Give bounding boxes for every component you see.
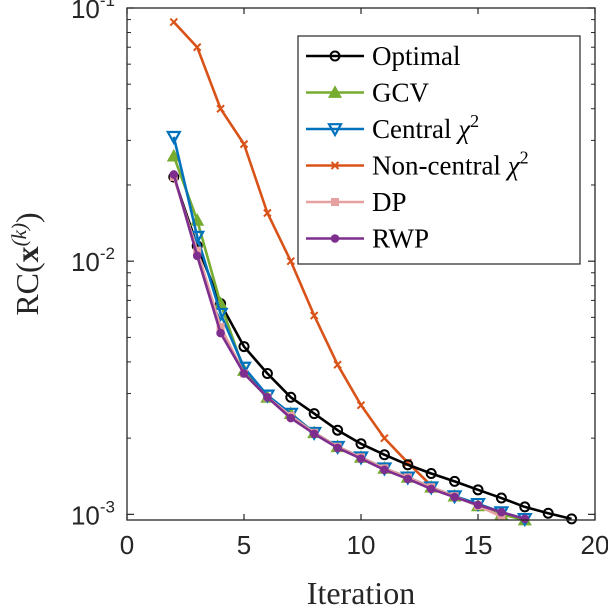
legend-marker	[327, 85, 343, 98]
data-point	[192, 251, 202, 261]
series-line	[172, 174, 526, 521]
data-point	[566, 513, 578, 525]
series-1	[168, 171, 578, 525]
legend-item-4: Non-central χ2	[306, 148, 529, 181]
legend-item-2: GCV	[306, 78, 430, 108]
data-point	[216, 104, 225, 113]
data-point	[450, 492, 459, 502]
data-point	[378, 449, 390, 461]
data-point	[309, 311, 319, 320]
data-point	[333, 443, 342, 453]
data-point	[286, 256, 296, 266]
data-point	[472, 484, 484, 496]
data-point	[380, 433, 389, 443]
data-point	[333, 360, 342, 369]
legend-item-1: Optimal	[306, 41, 461, 71]
data-point	[355, 438, 367, 450]
y-tick-label: 10-3	[71, 497, 115, 530]
data-point	[169, 17, 179, 27]
x-axis-label: Iteration	[307, 575, 415, 610]
data-point	[309, 429, 319, 439]
series-6	[169, 170, 530, 524]
data-point	[192, 43, 202, 52]
y-tick-label: 10-1	[71, 0, 115, 24]
data-point	[169, 170, 179, 179]
data-point	[356, 454, 366, 463]
legend-label: RWP	[372, 224, 429, 254]
y-tick-label: 10-2	[71, 244, 115, 277]
legend-label: DP	[372, 187, 407, 217]
data-point	[332, 424, 344, 436]
data-point	[402, 459, 414, 471]
data-point	[426, 484, 436, 494]
data-point	[449, 475, 461, 487]
series-line	[172, 21, 433, 487]
data-point	[216, 328, 225, 338]
legend-marker	[331, 198, 339, 206]
data-point	[425, 468, 437, 480]
data-point	[403, 474, 413, 484]
data-point	[239, 369, 249, 378]
data-point	[497, 507, 506, 517]
data-point	[380, 465, 389, 475]
legend-box	[297, 35, 581, 265]
y-axis-label: RC(x(k))	[7, 212, 45, 315]
data-point	[286, 413, 296, 423]
axes-layer: 0 5 10 15 20 10-3 10-2 10-1 Iteration RC(x(k))	[7, 0, 608, 610]
data-point	[308, 408, 320, 420]
legend-marker	[329, 50, 341, 62]
data-point	[166, 148, 181, 162]
series-layer	[165, 17, 578, 528]
data-point	[261, 368, 273, 380]
x-tick-label: 10	[347, 530, 376, 560]
data-point	[239, 139, 249, 149]
x-tick-label: 5	[237, 530, 251, 560]
data-point	[542, 507, 554, 519]
x-tick-label: 20	[581, 530, 608, 560]
legend-marker	[327, 123, 343, 138]
data-point	[519, 501, 531, 513]
data-point	[165, 130, 182, 146]
legend-item-3: Central χ2	[306, 111, 479, 144]
data-point	[356, 400, 366, 410]
data-point	[238, 341, 250, 353]
legend-label: GCV	[372, 78, 430, 108]
x-tick-label: 15	[464, 530, 493, 560]
legend-item-5: DP	[306, 187, 407, 217]
data-point	[495, 492, 507, 504]
legend-marker	[330, 161, 340, 170]
series-4	[169, 17, 436, 490]
data-point	[520, 514, 530, 524]
data-point	[263, 208, 272, 218]
legend-label: Non-central χ2	[372, 148, 529, 181]
legend-marker	[330, 234, 340, 243]
data-point	[285, 391, 297, 403]
legend-label: Optimal	[372, 41, 461, 71]
x-tick-label: 0	[120, 530, 134, 560]
data-point	[263, 392, 272, 402]
data-point	[473, 500, 483, 510]
legend-item-6: RWP	[306, 224, 429, 254]
legend-label: Central χ2	[372, 111, 479, 144]
